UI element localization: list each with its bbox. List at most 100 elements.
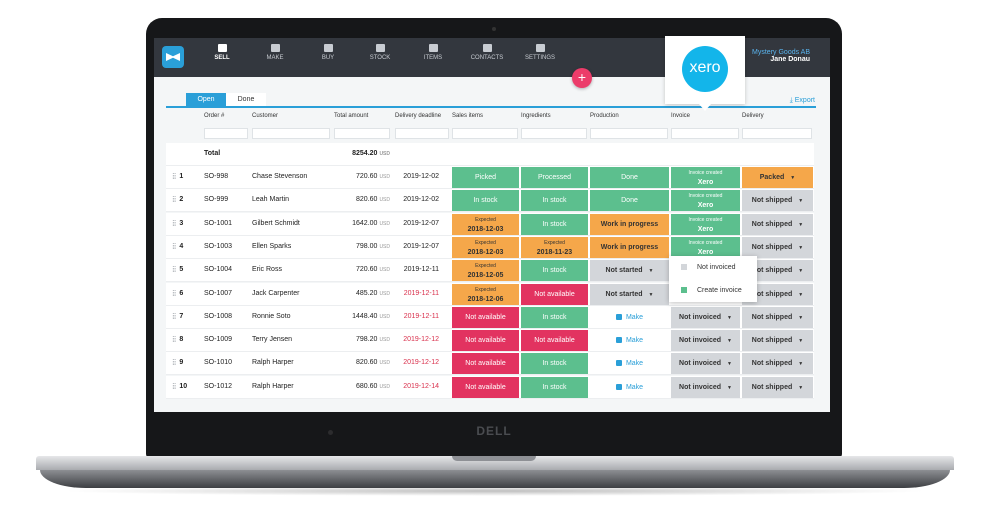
menu-item-not-invoiced[interactable]: Not invoiced [669, 256, 757, 279]
production-status-badge[interactable]: Not started ▼ [590, 283, 669, 305]
delivery-status-badge[interactable]: Not shipped ▼ [742, 376, 813, 398]
nav-item-buy[interactable]: BUY [304, 44, 352, 61]
order-number[interactable]: SO-1010 [204, 359, 233, 367]
drag-handle-icon[interactable]: ⣿ [172, 197, 177, 204]
table-row[interactable]: ⣿ 1 SO-998 Chase Stevenson 720.60 USD 2019-12-… [166, 166, 814, 195]
customer-name[interactable]: Ralph Harper [252, 359, 294, 367]
production-make-button[interactable]: Make [590, 330, 669, 352]
column-header-delivery[interactable]: Delivery [742, 113, 764, 119]
tab-open[interactable]: Open [186, 93, 226, 106]
order-number[interactable]: SO-999 [204, 196, 229, 204]
column-header-customer[interactable]: Customer [252, 113, 279, 119]
account-info[interactable]: Mystery Goods AB Jane Donau [752, 49, 810, 63]
production-make-button[interactable]: Make [590, 353, 669, 375]
filter-input[interactable] [395, 128, 449, 139]
nav-item-sell[interactable]: SELL [198, 44, 246, 61]
customer-name[interactable]: Ellen Sparks [252, 242, 292, 250]
production-make-button[interactable]: Make [590, 376, 669, 398]
column-header-total-amount[interactable]: Total amount [334, 113, 369, 119]
column-header-production[interactable]: Production [590, 113, 619, 119]
delivery-status-badge[interactable]: Not shipped ▼ [742, 213, 813, 235]
order-number[interactable]: SO-1007 [204, 289, 233, 297]
invoice-status-badge[interactable]: Not invoiced ▼ [671, 306, 740, 328]
order-number[interactable]: SO-1008 [204, 312, 233, 320]
table-row[interactable]: ⣿ 3 SO-1001 Gilbert Schmidt 1642.00 USD 2019-1… [166, 212, 814, 242]
production-make-button[interactable]: Make [590, 306, 669, 328]
customer-name[interactable]: Jack Carpenter [252, 289, 300, 297]
filter-input[interactable] [671, 128, 739, 139]
column-header-delivery-deadline[interactable]: Delivery deadline [395, 113, 442, 119]
drag-handle-icon[interactable]: ⣿ [172, 220, 177, 227]
delivery-status-badge[interactable]: Not shipped ▼ [742, 283, 813, 305]
nav-item-contacts[interactable]: CONTACTS [463, 44, 511, 61]
table-row[interactable]: ⣿ 7 SO-1008 Ronnie Soto 1448.40 USD 2019-12-11… [166, 305, 814, 329]
add-button[interactable]: + [572, 68, 592, 88]
sales-items-status-badge: Expected 2018-12-03 [452, 213, 519, 235]
order-number[interactable]: SO-1003 [204, 242, 233, 250]
order-number[interactable]: SO-1012 [204, 382, 233, 390]
drag-handle-icon[interactable]: ⣿ [172, 267, 177, 274]
order-number[interactable]: SO-998 [204, 173, 229, 180]
delivery-status-badge[interactable]: Not shipped ▼ [742, 236, 813, 258]
table-row[interactable]: ⣿ 5 SO-1004 Eric Ross 720.60 USD 2019-12-11 Exp… [166, 259, 814, 283]
customer-name[interactable]: Ronnie Soto [252, 312, 291, 320]
order-number[interactable]: SO-1004 [204, 266, 233, 274]
filter-input[interactable] [204, 128, 248, 139]
nav-item-make[interactable]: MAKE [251, 44, 299, 61]
table-row[interactable]: ⣿ 6 SO-1007 Jack Carpenter 485.20 USD 2019-12-… [166, 282, 814, 306]
drag-handle-icon[interactable]: ⣿ [172, 174, 177, 180]
table-row[interactable]: ⣿ 4 SO-1003 Ellen Sparks 798.00 USD 2019-12-07… [166, 235, 814, 265]
drag-handle-icon[interactable]: ⣿ [172, 383, 177, 390]
delivery-status-badge[interactable]: Not shipped ▼ [742, 190, 813, 212]
customer-name[interactable]: Gilbert Schmidt [252, 219, 300, 227]
column-header-invoice[interactable]: Invoice [671, 113, 691, 119]
filter-input[interactable] [452, 128, 518, 139]
customer-name[interactable]: Terry Jensen [252, 336, 293, 344]
table-row[interactable]: ⣿ 2 SO-999 Leah Martin 820.60 USD 2019-12-02 In… [166, 189, 814, 218]
nav-item-settings[interactable]: SETTINGS [516, 44, 564, 61]
production-status-badge[interactable]: Not started ▼ [590, 260, 669, 282]
row-number: 10 [179, 382, 188, 390]
make-icon [615, 360, 622, 367]
nav-item-items[interactable]: ITEMS [409, 44, 457, 61]
app-logo-icon[interactable] [162, 46, 184, 68]
delivery-status-badge[interactable]: Not shipped ▼ [742, 260, 813, 282]
invoice-status-badge[interactable]: Not invoiced ▼ [671, 353, 740, 375]
filter-input[interactable] [590, 128, 668, 139]
drag-handle-icon[interactable]: ⣿ [172, 243, 177, 250]
order-number[interactable]: SO-1001 [204, 219, 233, 227]
drag-handle-icon[interactable]: ⣿ [172, 360, 177, 367]
filter-input[interactable] [252, 128, 330, 139]
drag-handle-icon[interactable]: ⣿ [172, 313, 177, 320]
column-header-order[interactable]: Order # [204, 113, 225, 119]
delivery-status-badge[interactable]: Packed ▼ [742, 167, 813, 188]
customer-name[interactable]: Chase Stevenson [252, 173, 308, 180]
nav-item-stock[interactable]: STOCK [356, 44, 404, 61]
drag-handle-icon[interactable]: ⣿ [172, 337, 177, 344]
filter-input[interactable] [742, 128, 812, 139]
column-header-sales-items[interactable]: Sales items [452, 113, 484, 119]
customer-name[interactable]: Leah Martin [252, 196, 289, 204]
invoice-status-badge[interactable]: Not invoiced ▼ [671, 376, 740, 398]
delivery-status-badge[interactable]: Not shipped ▼ [742, 306, 813, 328]
delivery-status-badge[interactable]: Not shipped ▼ [742, 353, 813, 375]
table-row[interactable]: ⣿ 10 SO-1012 Ralph Harper 680.60 USD 2019-12-1… [166, 375, 814, 399]
table-row[interactable]: ⣿ 9 SO-1010 Ralph Harper 820.60 USD 2019-12-12… [166, 352, 814, 376]
customer-name[interactable]: Ralph Harper [252, 382, 294, 390]
filter-input[interactable] [334, 128, 390, 139]
invoice-status-badge[interactable]: Not invoiced ▼ [671, 330, 740, 352]
filter-input[interactable] [521, 128, 587, 139]
drag-handle-icon[interactable]: ⣿ [172, 290, 177, 297]
table-row[interactable]: ⣿ 8 SO-1009 Terry Jensen 798.20 USD 2019-12-12… [166, 329, 814, 353]
menu-item-create-invoice[interactable]: Create invoice [669, 279, 757, 302]
tab-done[interactable]: Done [226, 93, 266, 106]
customer-name[interactable]: Eric Ross [252, 266, 282, 274]
delivery-status-badge[interactable]: Not shipped ▼ [742, 330, 813, 352]
column-header-ingredients[interactable]: Ingredients [521, 113, 551, 119]
export-button[interactable]: ⤓ Export [790, 97, 815, 105]
order-number[interactable]: SO-1009 [204, 336, 233, 344]
